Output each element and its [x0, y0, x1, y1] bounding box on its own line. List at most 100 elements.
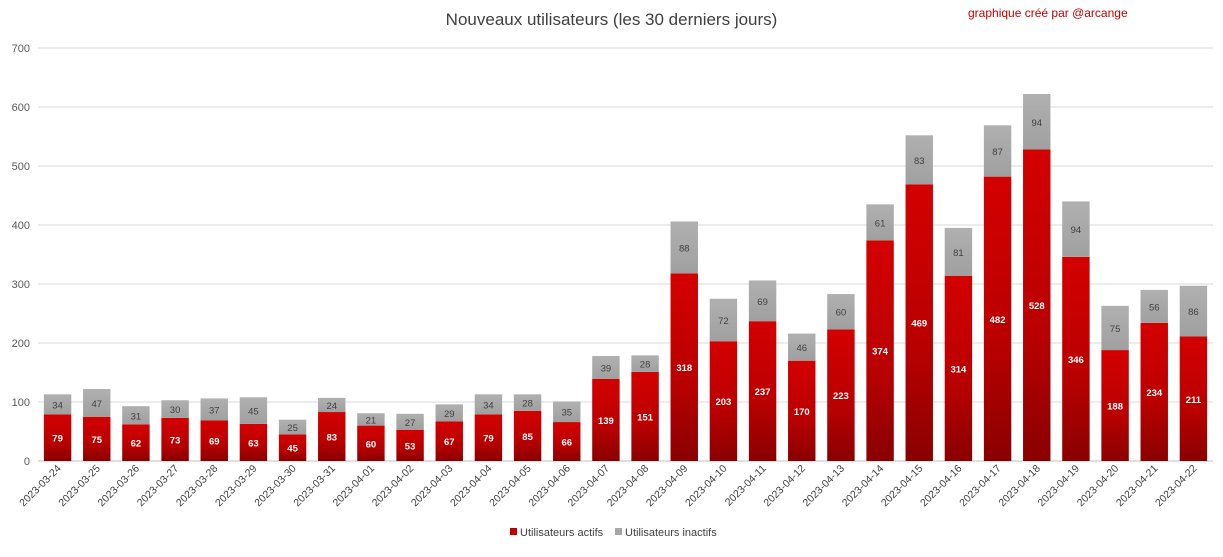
bar-active [944, 275, 973, 461]
bar-active [553, 422, 581, 461]
data-label-inactive: 60 [836, 308, 847, 319]
data-label-active: 75 [91, 435, 102, 446]
bar-inactive [1140, 289, 1168, 323]
bar-active [1062, 256, 1090, 461]
bar-active [1179, 336, 1208, 461]
data-label-active: 69 [209, 437, 220, 448]
data-label-active: 85 [522, 432, 533, 443]
bar-inactive [122, 406, 150, 425]
bar-active [83, 416, 111, 461]
data-label-inactive: 35 [561, 408, 572, 419]
bar-active [905, 184, 933, 462]
data-label-active: 53 [405, 441, 416, 452]
bar-inactive [1062, 201, 1090, 257]
data-label-inactive: 39 [601, 363, 612, 374]
bar-active [827, 329, 855, 461]
y-tick-label: 100 [12, 397, 30, 409]
data-label-active: 318 [676, 363, 692, 374]
bar-active [122, 424, 150, 461]
bar-active [748, 321, 777, 461]
data-label-inactive: 28 [522, 399, 533, 410]
data-label-inactive: 94 [1031, 118, 1042, 129]
bar-inactive [200, 398, 228, 421]
y-tick-label: 300 [12, 279, 30, 291]
y-tick-label: 0 [24, 456, 30, 468]
data-label-active: 203 [715, 397, 731, 408]
y-tick-label: 600 [12, 102, 30, 114]
bar-inactive [709, 298, 738, 342]
data-label-inactive: 88 [679, 243, 690, 254]
data-label-active: 482 [990, 315, 1006, 326]
data-label-active: 237 [755, 387, 771, 398]
data-label-active: 346 [1068, 355, 1084, 366]
data-label-active: 223 [833, 391, 849, 402]
bar-active [435, 421, 463, 461]
bar-active [709, 341, 738, 461]
data-label-active: 63 [248, 438, 259, 449]
data-label-active: 211 [1186, 395, 1202, 406]
y-tick-label: 700 [12, 43, 30, 55]
data-label-active: 79 [483, 434, 494, 445]
data-label-inactive: 37 [209, 405, 220, 416]
data-label-active: 234 [1146, 388, 1163, 399]
data-label-inactive: 45 [248, 407, 259, 418]
data-label-active: 374 [872, 347, 889, 358]
bar-inactive [513, 394, 542, 411]
bar-inactive [239, 397, 268, 424]
y-tick-label: 400 [12, 220, 30, 232]
legend-swatch-active [510, 528, 517, 535]
bar-active [631, 371, 659, 461]
data-label-inactive: 29 [444, 409, 455, 420]
data-label-active: 83 [326, 433, 337, 444]
data-label-inactive: 21 [366, 415, 377, 426]
data-label-inactive: 83 [914, 156, 925, 167]
bar-active [513, 410, 542, 461]
bar-active [278, 434, 307, 461]
data-label-active: 151 [637, 412, 654, 423]
data-label-inactive: 56 [1149, 302, 1160, 313]
data-label-active: 66 [561, 438, 572, 449]
bar-active [357, 425, 385, 461]
bar-inactive [357, 413, 385, 426]
data-label-active: 79 [52, 434, 63, 445]
bar-active [670, 273, 698, 461]
bar-inactive [553, 401, 581, 423]
bar-active [1140, 322, 1168, 461]
bar-inactive [435, 404, 463, 422]
bar-inactive [905, 135, 933, 185]
bar-active [239, 423, 268, 461]
data-label-inactive: 34 [52, 400, 63, 411]
data-label-active: 67 [444, 437, 455, 448]
chart-title: Nouveaux utilisateurs (les 30 derniers j… [445, 10, 778, 29]
bar-active [592, 378, 620, 461]
y-tick-label: 500 [12, 161, 30, 173]
bar-active [983, 176, 1012, 461]
data-label-inactive: 30 [170, 405, 181, 416]
data-label-active: 45 [287, 444, 298, 455]
bar-inactive [83, 389, 111, 417]
chart-credit: graphique créé par @arcange [968, 6, 1128, 20]
bar-active [1023, 149, 1051, 462]
data-label-inactive: 94 [1071, 225, 1082, 236]
bar-inactive [474, 394, 503, 415]
data-label-inactive: 81 [953, 248, 964, 259]
data-label-active: 528 [1029, 301, 1045, 312]
data-label-inactive: 25 [287, 423, 298, 434]
legend-swatch-inactive [615, 528, 622, 535]
bar-inactive [748, 280, 777, 322]
data-label-active: 188 [1107, 402, 1123, 413]
data-label-inactive: 47 [91, 399, 102, 410]
bar-inactive [396, 413, 424, 430]
data-label-inactive: 87 [992, 147, 1003, 158]
bar-inactive [670, 221, 698, 274]
bar-inactive [318, 397, 346, 413]
bar-inactive [592, 355, 620, 379]
x-tick-label: 2023-04-22 [1153, 463, 1200, 510]
data-label-active: 170 [794, 407, 810, 418]
bar-inactive [278, 419, 307, 435]
data-label-inactive: 61 [875, 218, 886, 229]
data-label-inactive: 24 [326, 401, 337, 412]
bar-inactive [866, 204, 894, 241]
